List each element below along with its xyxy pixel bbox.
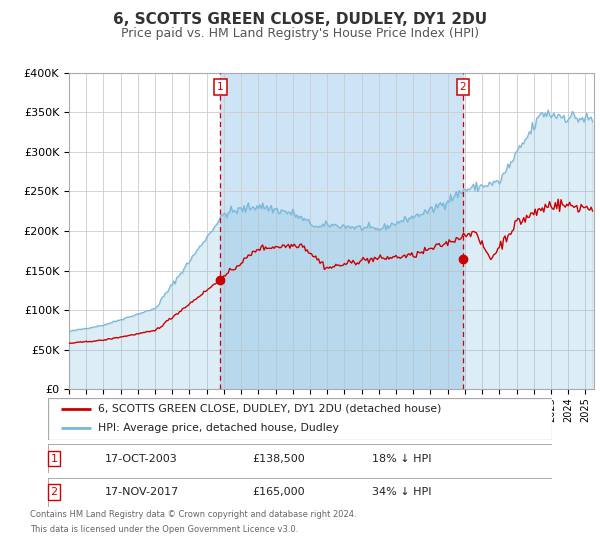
Bar: [220, 73, 463, 389]
Text: 17-NOV-2017: 17-NOV-2017: [105, 487, 179, 497]
FancyBboxPatch shape: [48, 444, 552, 473]
Text: Contains HM Land Registry data © Crown copyright and database right 2024.: Contains HM Land Registry data © Crown c…: [30, 510, 356, 519]
Text: £165,000: £165,000: [252, 487, 305, 497]
Text: 2: 2: [50, 487, 58, 497]
Text: 18% ↓ HPI: 18% ↓ HPI: [372, 454, 431, 464]
Text: This data is licensed under the Open Government Licence v3.0.: This data is licensed under the Open Gov…: [30, 525, 298, 534]
FancyBboxPatch shape: [48, 398, 552, 440]
Text: Price paid vs. HM Land Registry's House Price Index (HPI): Price paid vs. HM Land Registry's House …: [121, 27, 479, 40]
Text: 6, SCOTTS GREEN CLOSE, DUDLEY, DY1 2DU (detached house): 6, SCOTTS GREEN CLOSE, DUDLEY, DY1 2DU (…: [98, 404, 442, 414]
Text: HPI: Average price, detached house, Dudley: HPI: Average price, detached house, Dudl…: [98, 423, 339, 433]
Text: 1: 1: [217, 82, 224, 92]
Text: £138,500: £138,500: [252, 454, 305, 464]
Text: 6, SCOTTS GREEN CLOSE, DUDLEY, DY1 2DU: 6, SCOTTS GREEN CLOSE, DUDLEY, DY1 2DU: [113, 12, 487, 27]
Text: 2: 2: [460, 82, 466, 92]
FancyBboxPatch shape: [48, 478, 552, 507]
Text: 1: 1: [50, 454, 58, 464]
Text: 34% ↓ HPI: 34% ↓ HPI: [372, 487, 431, 497]
Text: 17-OCT-2003: 17-OCT-2003: [105, 454, 178, 464]
